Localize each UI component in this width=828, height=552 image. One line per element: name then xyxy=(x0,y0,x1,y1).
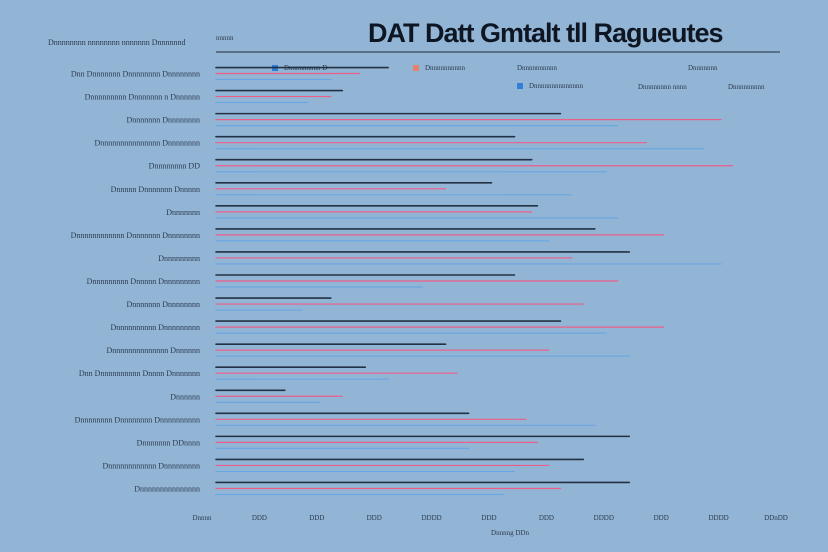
row-label: Dnnnnn Dnnnnnnn Dnnnnn xyxy=(111,185,200,194)
chart-header-tick: nnnnn xyxy=(216,34,234,42)
legend-item: Dnnnnnnnnn xyxy=(728,83,765,91)
row-label: Dnnnnnnnnn xyxy=(158,254,200,263)
x-tick-label: DDDD xyxy=(594,514,614,522)
x-tick-label: Dnnnn xyxy=(192,514,212,522)
row-label: Dnnnnnnnn DD xyxy=(149,162,201,171)
legend-item: Dnnnnnnn xyxy=(688,64,718,72)
row-label: Dnn Dnnnnnnnnnn Dnnnn Dnnnnnnn xyxy=(79,369,200,378)
row-label: Dnnnnnnnnnn Dnnnnnnnnn xyxy=(110,323,200,332)
row-label: Dnnnnnnnnnnnn Dnnnnnnnnn xyxy=(102,461,200,470)
legend-label: Dnnnnnnnnnnnnnn xyxy=(529,82,584,90)
legend-item: Dnnnnnnnnnn xyxy=(517,64,557,72)
legend-swatch xyxy=(413,65,419,72)
x-axis-label: Dnnnng DDn xyxy=(491,529,529,537)
legend-item: Dnnnnnnnn nnnn xyxy=(638,83,687,91)
x-tick-label: DDD xyxy=(539,514,554,522)
legend-label: Dnnnnnnnnn xyxy=(728,83,765,91)
row-label: Dnnnnnnnnnnnn Dnnnnnnn Dnnnnnnnn xyxy=(71,231,200,240)
legend-label: Dnnnnnnnnnn xyxy=(425,64,466,72)
legend-label: Dnnnnnnn xyxy=(688,64,718,72)
x-tick-label: DDDD xyxy=(421,514,441,522)
x-tick-label: DDDD xyxy=(708,514,728,522)
row-label: Dnn Dnnnnnnn Dnnnnnnnn Dnnnnnnnn xyxy=(71,70,200,79)
x-tick-label: DDD xyxy=(367,514,382,522)
row-label: Dnnnnnnnnn Dnnnnn Dnnnnnnnnn xyxy=(87,277,200,286)
row-label: Dnnnnnnn Dnnnnnnnn xyxy=(126,300,200,309)
x-tick-label: DDD xyxy=(654,514,669,522)
chart-title: DAT Datt Gmtalt tll Ragueutes xyxy=(368,18,724,48)
legend-label: Dnnnnnnnn nnnn xyxy=(638,83,687,91)
row-label: Dnnnnnnnnnnnnnnn xyxy=(134,484,200,493)
row-label: Dnnnnnnnnnnnnnnn Dnnnnnnnn xyxy=(94,139,200,148)
row-label: Dnnnnnnnnnnnnnn Dnnnnnn xyxy=(106,346,200,355)
x-tick-label: DDD xyxy=(309,514,324,522)
x-tick-label: DDnDD xyxy=(764,514,788,522)
row-label: Dnnnnnnnn Dnnnnnnnn Dnnnnnnnnnn xyxy=(75,415,200,424)
x-tick-label: DDD xyxy=(252,514,267,522)
x-tick-label: DDD xyxy=(481,514,496,522)
row-label: Dnnnnnnnnn Dnnnnnnn n Dnnnnnn xyxy=(85,93,200,102)
legend-label: Dnnnnnnnnnn xyxy=(517,64,558,72)
row-label: Dnnnnnnn xyxy=(166,208,200,217)
legend-swatch xyxy=(272,65,278,72)
row-label: Dnnnnnnn Dnnnnnnnn xyxy=(126,116,200,125)
legend-item: Dnnnnnnnnnnnnnn xyxy=(517,82,583,90)
row-label: Dnnnnnnn DDnnnn xyxy=(137,438,200,447)
row-label: Dnnnnnn xyxy=(170,392,200,401)
chart-header-text: Dnnnnnnnn nnnnnnnn nnnnnnn Dnnnnnnd xyxy=(48,38,186,47)
legend-swatch xyxy=(517,83,523,90)
legend-item: Dnnnnnnnnnn xyxy=(413,64,465,72)
